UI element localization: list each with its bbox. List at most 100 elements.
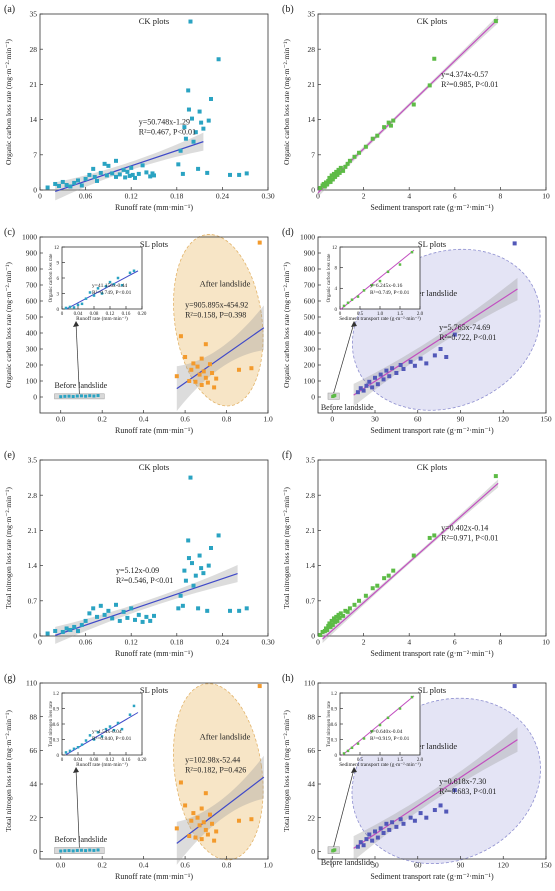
- inset-data-point: [398, 263, 402, 266]
- data-point: [388, 123, 393, 128]
- data-point: [121, 609, 126, 614]
- data-point: [125, 615, 130, 620]
- y-tick-label: 900: [304, 249, 316, 258]
- data-point: [205, 380, 210, 385]
- data-point: [337, 615, 342, 620]
- x-tick-label: 0.0: [56, 861, 66, 870]
- equation-line-1: y=5.12x-0.09: [116, 566, 159, 575]
- data-point: [121, 167, 126, 172]
- data-point: [329, 618, 334, 623]
- x-tick-label: 0.18: [170, 192, 183, 201]
- before-data-point: [75, 394, 79, 398]
- x-tick-label: 0: [316, 638, 320, 647]
- data-point: [336, 612, 341, 617]
- data-point: [180, 603, 185, 608]
- panel-letter: (f): [282, 450, 292, 461]
- x-tick-label: 120: [498, 415, 510, 424]
- before-data-point: [96, 848, 100, 852]
- before-data-point: [88, 848, 92, 852]
- data-point: [199, 356, 204, 361]
- before-data-point: [67, 849, 71, 853]
- data-point: [152, 613, 156, 618]
- data-point: [357, 150, 362, 155]
- data-point: [205, 170, 210, 175]
- inset-x-tick-label: 0.20: [138, 312, 147, 317]
- before-data-point: [88, 394, 92, 398]
- inset-data-point: [410, 250, 414, 254]
- data-point: [140, 619, 145, 624]
- inset-data-point: [132, 704, 136, 708]
- y-axis-label: Total nitrogen loss rate (mg·m⁻²·min⁻¹): [282, 487, 291, 609]
- y-tick-label: 800: [304, 265, 316, 274]
- data-point: [322, 184, 327, 189]
- data-point: [338, 611, 343, 616]
- fit-line: [353, 288, 518, 396]
- inset-x-axis-label: Sediment transport rate (g·m⁻²·min⁻¹): [339, 761, 421, 768]
- inset-data-point: [96, 731, 100, 734]
- inset-data-point: [370, 283, 374, 287]
- data-point: [199, 806, 204, 811]
- data-point: [203, 342, 208, 347]
- data-point: [76, 628, 80, 633]
- inset-fit-line: [341, 695, 415, 756]
- x-tick-label: 0.4: [139, 415, 149, 424]
- y-tick-label: 0: [311, 632, 315, 641]
- inset-data-point: [80, 743, 84, 746]
- data-point: [186, 88, 191, 93]
- y-tick-label: 700: [26, 281, 38, 290]
- axis-frame: [317, 13, 547, 191]
- data-point: [318, 185, 323, 190]
- inset-data-point: [100, 292, 104, 295]
- data-point: [325, 182, 330, 187]
- inset-data-point: [88, 734, 92, 737]
- data-point: [176, 162, 181, 167]
- inset-data-point: [92, 738, 96, 741]
- data-point: [144, 614, 149, 619]
- data-point: [512, 241, 517, 246]
- inset-equation-line-1: y=0.640x-0.04: [370, 729, 403, 735]
- y-tick-label: 22: [308, 813, 316, 822]
- x-axis-label: Sediment transport rate (g·m⁻²·min⁻¹): [370, 872, 494, 881]
- data-point: [357, 598, 362, 603]
- data-point: [201, 126, 206, 131]
- data-point: [206, 563, 211, 568]
- chart-svg-f: (f) CK plots 0 2 4 6 8 10 0 0.7 1.4 2.1 2.8 3.5 Sedime…: [282, 450, 550, 658]
- data-point: [355, 390, 360, 395]
- data-point: [512, 684, 517, 689]
- inset-equation-line-1: y=4.54x-0.04: [92, 729, 122, 735]
- x-tick-label: 10: [542, 638, 550, 647]
- inset-pointer-line: [333, 768, 355, 847]
- y-tick-label: 14: [30, 115, 38, 124]
- data-point: [391, 568, 396, 573]
- inset-background: [62, 693, 142, 755]
- axis-frame: [39, 682, 269, 860]
- x-tick-label: 1.0: [263, 415, 273, 424]
- data-point: [53, 181, 58, 186]
- before-data-point: [96, 394, 100, 398]
- equation-line-1: y=102.98x-52.44: [185, 756, 240, 765]
- data-point: [367, 379, 372, 384]
- y-tick-label: 500: [304, 313, 316, 322]
- inset-data-point: [100, 735, 104, 738]
- panel-f: (f) CK plots 0 2 4 6 8 10 0 0.7 1.4 2.1 2.8 3.5 Sedime…: [278, 446, 555, 668]
- data-point: [427, 535, 432, 540]
- inset-pointer-line: [333, 322, 355, 394]
- x-tick-label: 0: [38, 192, 42, 201]
- data-point: [236, 818, 241, 823]
- data-point: [347, 158, 352, 163]
- data-point: [180, 171, 185, 176]
- data-point: [322, 628, 327, 633]
- x-tick-label: 0.06: [79, 192, 92, 201]
- y-tick-label: 0.7: [306, 596, 316, 605]
- y-tick-label: 2.8: [28, 491, 38, 500]
- y-tick-label: 1000: [22, 233, 37, 242]
- panel-letter: (e): [4, 450, 15, 461]
- data-point: [201, 820, 206, 825]
- inset-data-point: [378, 723, 382, 727]
- before-data-point: [75, 848, 79, 852]
- inset-data-point: [362, 737, 366, 740]
- data-point: [381, 377, 386, 382]
- inset-data-point: [120, 727, 124, 731]
- data-point: [136, 171, 141, 176]
